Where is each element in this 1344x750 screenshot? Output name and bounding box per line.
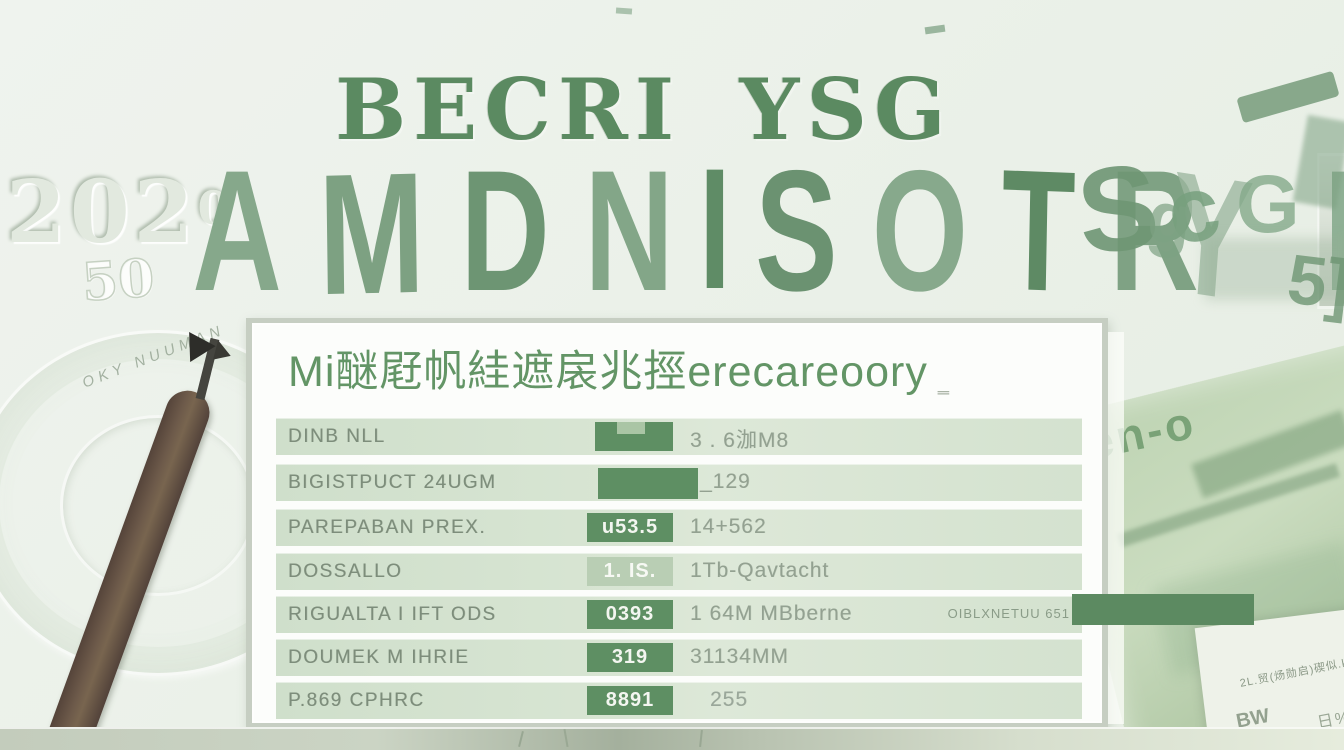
stencil-letter: N [584,135,674,327]
stencil-letter: T [999,133,1077,329]
row-value: 1 64M MBberne [690,602,853,625]
row-value: 1Tb-Qavtacht [690,559,830,582]
stencil-letter: O [872,135,969,327]
badge-notch [616,422,645,435]
decor-glyph: 5] [1283,239,1344,325]
stencil-letter: I [699,133,731,325]
row-value: _129 [700,470,751,493]
panel-highlight-strip [1108,332,1124,724]
paper-fineprint: 2L.贸(炀勋启)碶似.k [1238,657,1344,690]
decor-dash [924,24,946,35]
row-label: DINB NLL [288,426,386,447]
data-table-panel: Mi醚屘帆絓遮扆兆挳erecareoory ‗ DINB NLL 3 . 6泇M8… [246,318,1108,729]
row-label: PAREPABAN PREX. [288,517,487,538]
decor-dash [615,7,633,15]
stencil-letter: R [1109,135,1200,327]
row-label: P.869 CPHRC [288,690,425,711]
pencil-arrow-prong [209,338,231,360]
year-watermark: 2020 [6,162,234,263]
fifty-watermark: 50 [79,247,157,314]
table-row: RIGUALTA I IFT ODS 0393 1 64M MBberne OI… [276,596,1082,633]
stencil-letter: M [317,136,427,332]
table-header: Mi醚屘帆絓遮扆兆挳erecareoory ‗ [288,337,949,399]
row-label: DOSSALLO [288,561,403,582]
bottom-edge-strip [0,727,1344,750]
table-row: P.869 CPHRC 8891 255 [276,682,1082,719]
decor-smudge [1205,238,1344,300]
row-value: 14+562 [690,515,767,538]
row-badge [595,422,673,451]
row-label: DOUMEK M IHRIE [288,647,470,668]
row-extra-code: OIBLXNETUU 651 [947,606,1070,621]
row-value: 255 [710,688,749,711]
row-label: RIGUALTA I IFT ODS [288,604,497,625]
table-row: PAREPABAN PREX. u53.5 14+562 [276,509,1082,546]
poster-title: BECRI YSG [335,60,953,159]
row-label: BIGISTPUCT 24UGM [288,472,497,493]
year-watermark-small: 0 [197,181,234,235]
table-row: BIGISTPUCT 24UGM _129 [276,464,1082,501]
stencil-letter: D [459,135,550,327]
row-badge: u53.5 [587,513,673,542]
stencil-letter: A [192,135,282,327]
table-header-text: Mi醚屘帆絓遮扆兆挳erecareoory [288,348,928,396]
row-badge: 319 [587,643,673,672]
table-row: DOSSALLO 1. IS. 1Tb-Qavtacht [276,553,1082,590]
row5-overflow-bar [1072,594,1254,625]
table-header-dash: ‗ [937,373,949,395]
row-badge: 0393 [587,600,673,629]
year-watermark-main: 202 [6,162,198,263]
stencil-letter: S [754,135,838,327]
table-row: DOUMEK M IHRIE 319 31134MM [276,639,1082,676]
table-row: DINB NLL 3 . 6泇M8 [276,418,1082,455]
row-value: 31134MM [690,645,789,668]
row-badge [598,468,698,499]
row-value: 3 . 6泇M8 [690,429,790,452]
row-badge: 1. IS. [587,557,673,586]
decor-glyph: G [1236,159,1300,250]
row-badge: 8891 [587,686,673,715]
